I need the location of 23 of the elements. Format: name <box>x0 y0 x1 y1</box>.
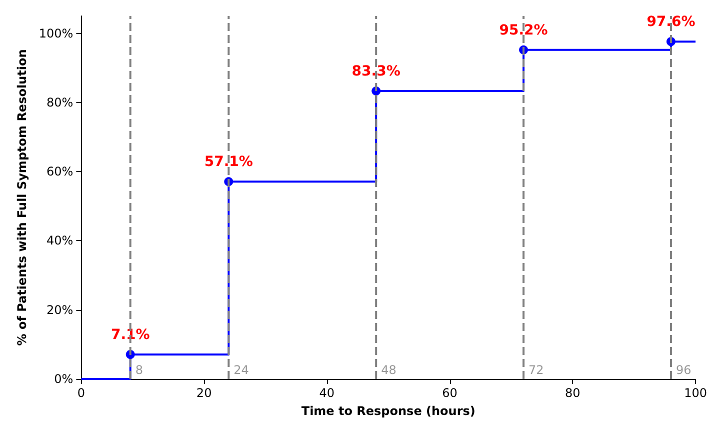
x-tick-label: 40 <box>319 386 335 400</box>
data-label: 83.3% <box>352 64 400 80</box>
ref-line-label: 8 <box>135 363 143 377</box>
x-tick-label: 20 <box>196 386 212 400</box>
x-axis-title: Time to Response (hours) <box>301 404 476 418</box>
x-tick-label: 60 <box>442 386 458 400</box>
y-tick-label: 0% <box>54 372 74 386</box>
x-tick-label: 100 <box>684 386 707 400</box>
ref-line-label: 48 <box>381 363 396 377</box>
ref-line-label: 72 <box>528 363 544 377</box>
data-label: 97.6% <box>646 14 696 30</box>
ref-line-label: 24 <box>234 363 249 377</box>
x-tick-label: 0 <box>77 386 86 400</box>
ref-line-label: 96 <box>676 363 692 377</box>
y-axis-title: % of Patients with Full Symptom Resolution <box>15 49 29 346</box>
y-tick-label: 40% <box>46 234 74 248</box>
data-label: 57.1% <box>204 154 253 170</box>
data-label: 95.2% <box>499 22 548 38</box>
y-tick-label: 20% <box>46 302 74 317</box>
y-tick-label: 80% <box>46 95 74 110</box>
y-tick-label: 100% <box>38 26 74 40</box>
x-tick-label: 80 <box>565 386 580 400</box>
y-tick-label: 60% <box>46 164 74 179</box>
